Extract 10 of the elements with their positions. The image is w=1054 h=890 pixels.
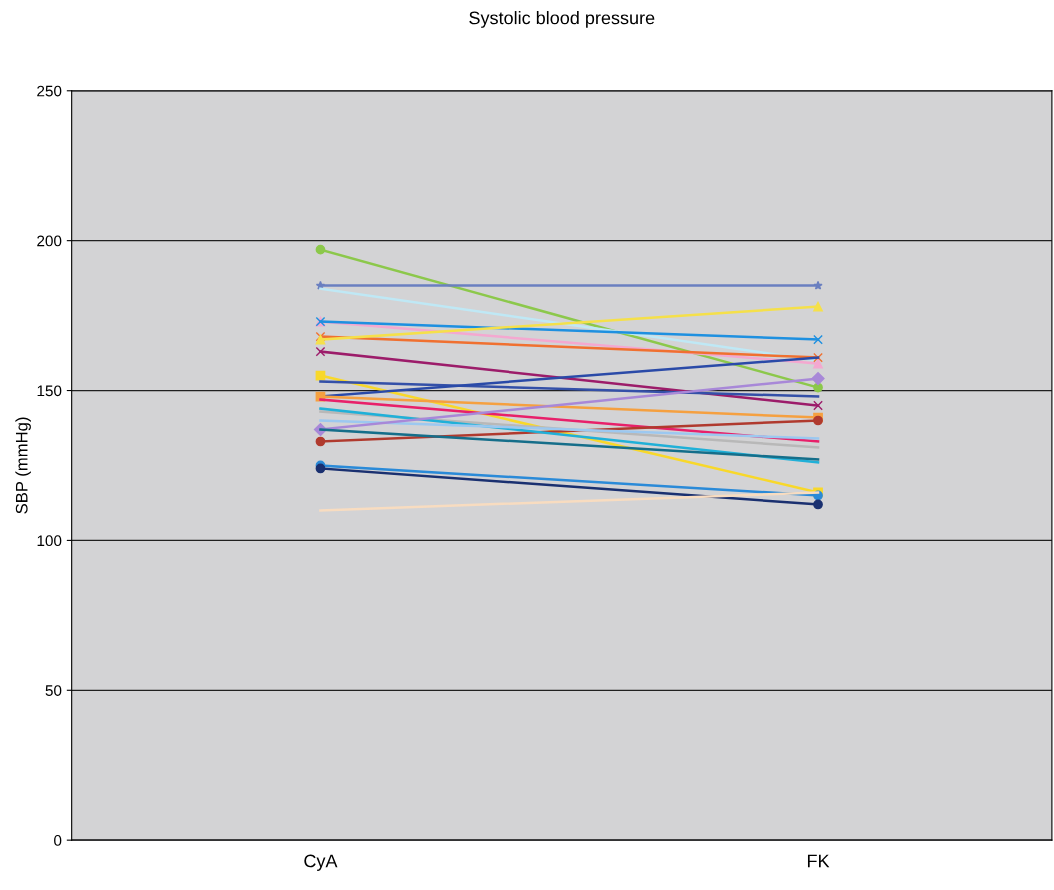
- y-tick-label: 150: [37, 385, 62, 397]
- x-tick-label: FK: [807, 854, 830, 868]
- x-tick-label: CyA: [304, 854, 338, 871]
- y-tick-label: 50: [45, 685, 62, 696]
- y-tick-label: 0: [54, 835, 62, 846]
- y-tick-label: 200: [37, 235, 62, 247]
- y-tick-label: 100: [37, 535, 62, 547]
- y-tick-label: 250: [37, 85, 62, 97]
- y-axis-title: SBP (mmHg): [15, 417, 31, 514]
- chart-title: Systolic blood pressure: [469, 11, 655, 28]
